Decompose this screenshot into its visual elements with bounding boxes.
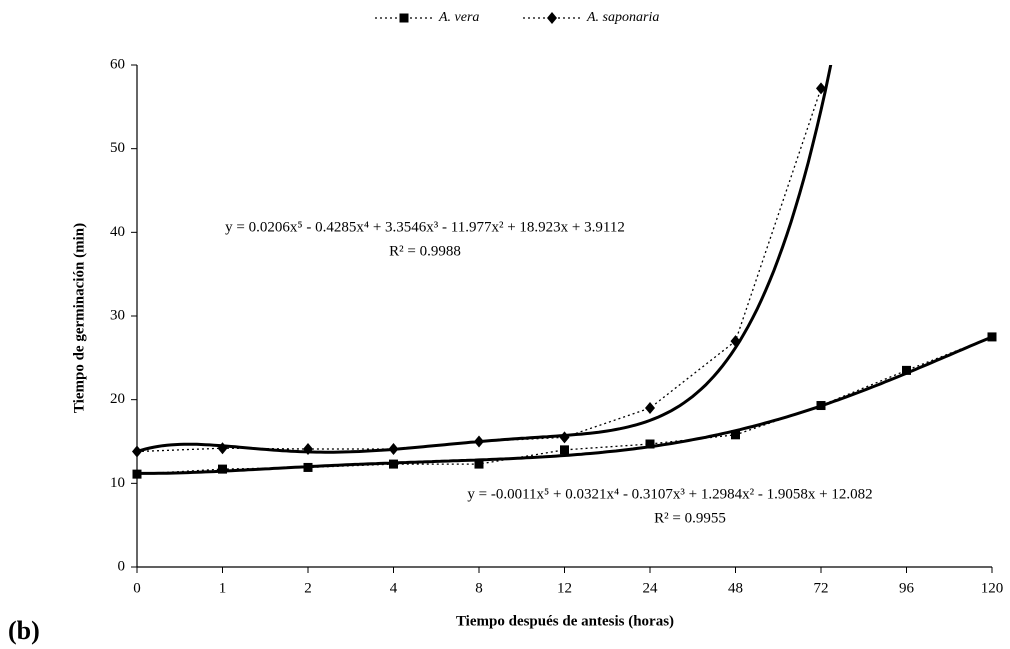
legend-label: A. saponaria <box>586 10 659 25</box>
x-tick-label: 120 <box>981 580 1004 596</box>
y-tick-label: 60 <box>110 56 125 72</box>
r-squared: R² = 0.9988 <box>389 243 461 259</box>
marker <box>816 401 826 411</box>
y-tick-label: 0 <box>118 558 126 574</box>
y-tick-label: 50 <box>110 140 125 156</box>
marker <box>645 402 655 415</box>
marker <box>730 335 741 348</box>
marker <box>132 469 142 479</box>
x-tick-label: 0 <box>133 580 141 596</box>
legend-marker <box>547 12 557 24</box>
marker <box>987 332 997 342</box>
x-tick-label: 72 <box>814 580 829 596</box>
x-tick-label: 96 <box>899 580 915 596</box>
marker <box>559 431 570 444</box>
marker <box>902 365 911 375</box>
x-tick-label: 2 <box>304 580 312 596</box>
marker <box>303 443 313 456</box>
x-tick-label: 8 <box>475 580 483 596</box>
equation: y = 0.0206x⁵ - 0.4285x⁴ + 3.3546x³ - 11.… <box>225 219 625 235</box>
marker <box>645 439 655 449</box>
marker <box>132 445 142 458</box>
panel-label: (b) <box>8 616 40 645</box>
x-axis-title: Tiempo después de antesis (horas) <box>456 613 674 629</box>
marker <box>388 443 399 456</box>
marker <box>303 462 313 472</box>
equation: y = -0.0011x⁵ + 0.0321x⁴ - 0.3107x³ + 1.… <box>467 486 872 502</box>
marker <box>816 82 826 95</box>
x-tick-label: 24 <box>643 580 659 596</box>
marker <box>474 459 484 469</box>
y-tick-label: 40 <box>110 224 125 240</box>
data-line <box>136 336 993 475</box>
r-squared: R² = 0.9955 <box>654 510 726 526</box>
x-tick-label: 4 <box>390 580 398 596</box>
y-tick-label: 10 <box>110 475 125 491</box>
legend-label: A. vera <box>438 10 479 25</box>
x-tick-label: 12 <box>557 580 572 596</box>
y-tick-label: 20 <box>110 391 125 407</box>
marker <box>731 430 740 440</box>
x-tick-label: 1 <box>219 580 227 596</box>
x-tick-label: 48 <box>728 580 743 596</box>
marker <box>474 435 484 448</box>
marker <box>218 464 227 474</box>
trendline <box>137 335 993 475</box>
marker <box>389 459 398 469</box>
legend-marker <box>399 13 409 23</box>
data-line <box>136 88 822 453</box>
marker <box>560 445 569 455</box>
y-axis-title: Tiempo de germinación (min) <box>71 223 87 413</box>
marker <box>217 442 228 455</box>
y-tick-label: 30 <box>110 307 125 323</box>
